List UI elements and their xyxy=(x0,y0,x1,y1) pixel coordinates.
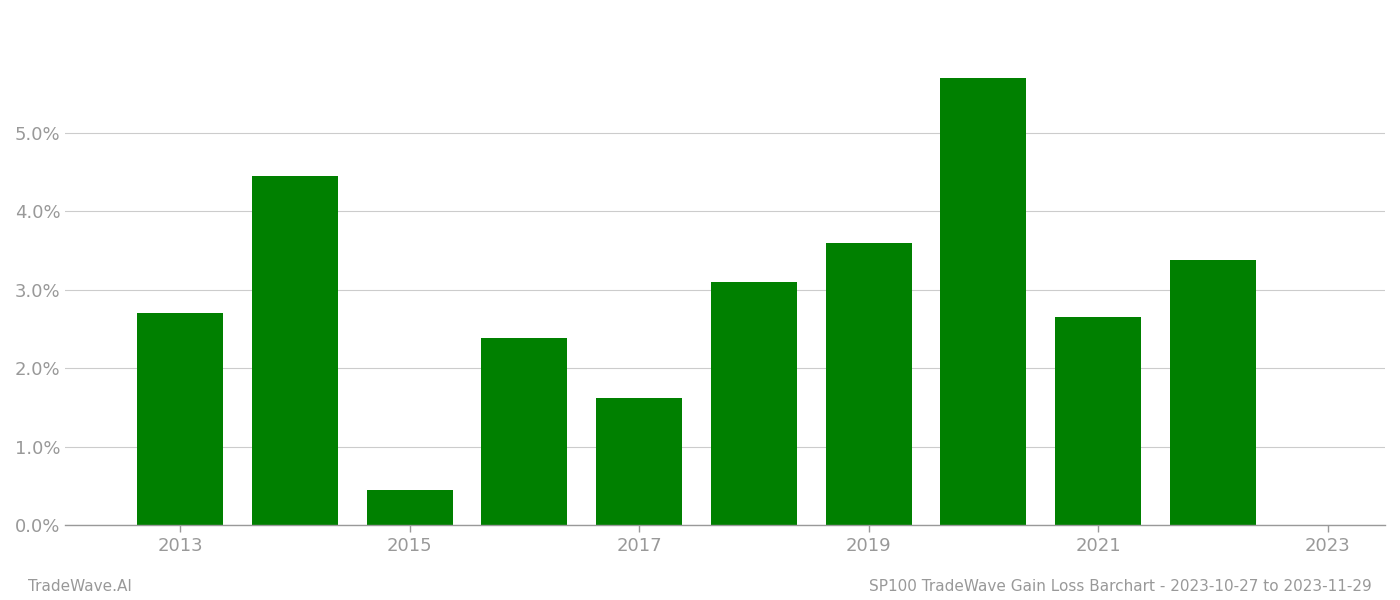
Bar xyxy=(137,313,223,525)
Bar xyxy=(711,282,797,525)
Bar xyxy=(941,78,1026,525)
Text: SP100 TradeWave Gain Loss Barchart - 2023-10-27 to 2023-11-29: SP100 TradeWave Gain Loss Barchart - 202… xyxy=(869,579,1372,594)
Bar xyxy=(1056,317,1141,525)
Bar xyxy=(826,242,911,525)
Bar xyxy=(1170,260,1256,525)
Text: TradeWave.AI: TradeWave.AI xyxy=(28,579,132,594)
Bar xyxy=(596,398,682,525)
Bar xyxy=(482,338,567,525)
Bar xyxy=(252,176,337,525)
Bar xyxy=(367,490,452,525)
